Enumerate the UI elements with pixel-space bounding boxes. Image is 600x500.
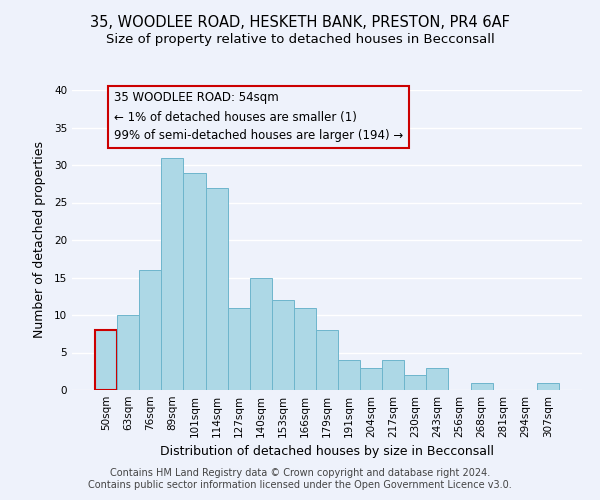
Bar [537, 382, 559, 390]
Text: Contains public sector information licensed under the Open Government Licence v3: Contains public sector information licen… [88, 480, 512, 490]
Bar [184, 172, 206, 390]
Bar [117, 315, 139, 390]
Bar [360, 368, 382, 390]
X-axis label: Distribution of detached houses by size in Becconsall: Distribution of detached houses by size … [160, 446, 494, 458]
Text: 35, WOODLEE ROAD, HESKETH BANK, PRESTON, PR4 6AF: 35, WOODLEE ROAD, HESKETH BANK, PRESTON,… [90, 15, 510, 30]
Y-axis label: Number of detached properties: Number of detached properties [32, 142, 46, 338]
Bar [404, 375, 427, 390]
Bar [338, 360, 360, 390]
Bar [250, 278, 272, 390]
Bar [294, 308, 316, 390]
Text: Size of property relative to detached houses in Becconsall: Size of property relative to detached ho… [106, 32, 494, 46]
Bar [470, 382, 493, 390]
Bar [227, 308, 250, 390]
Bar [139, 270, 161, 390]
Bar [427, 368, 448, 390]
Bar [95, 330, 117, 390]
Bar [206, 188, 227, 390]
Bar [161, 158, 184, 390]
Bar [316, 330, 338, 390]
Bar [272, 300, 294, 390]
Text: Contains HM Land Registry data © Crown copyright and database right 2024.: Contains HM Land Registry data © Crown c… [110, 468, 490, 477]
Bar [382, 360, 404, 390]
Text: 35 WOODLEE ROAD: 54sqm
← 1% of detached houses are smaller (1)
99% of semi-detac: 35 WOODLEE ROAD: 54sqm ← 1% of detached … [114, 92, 403, 142]
